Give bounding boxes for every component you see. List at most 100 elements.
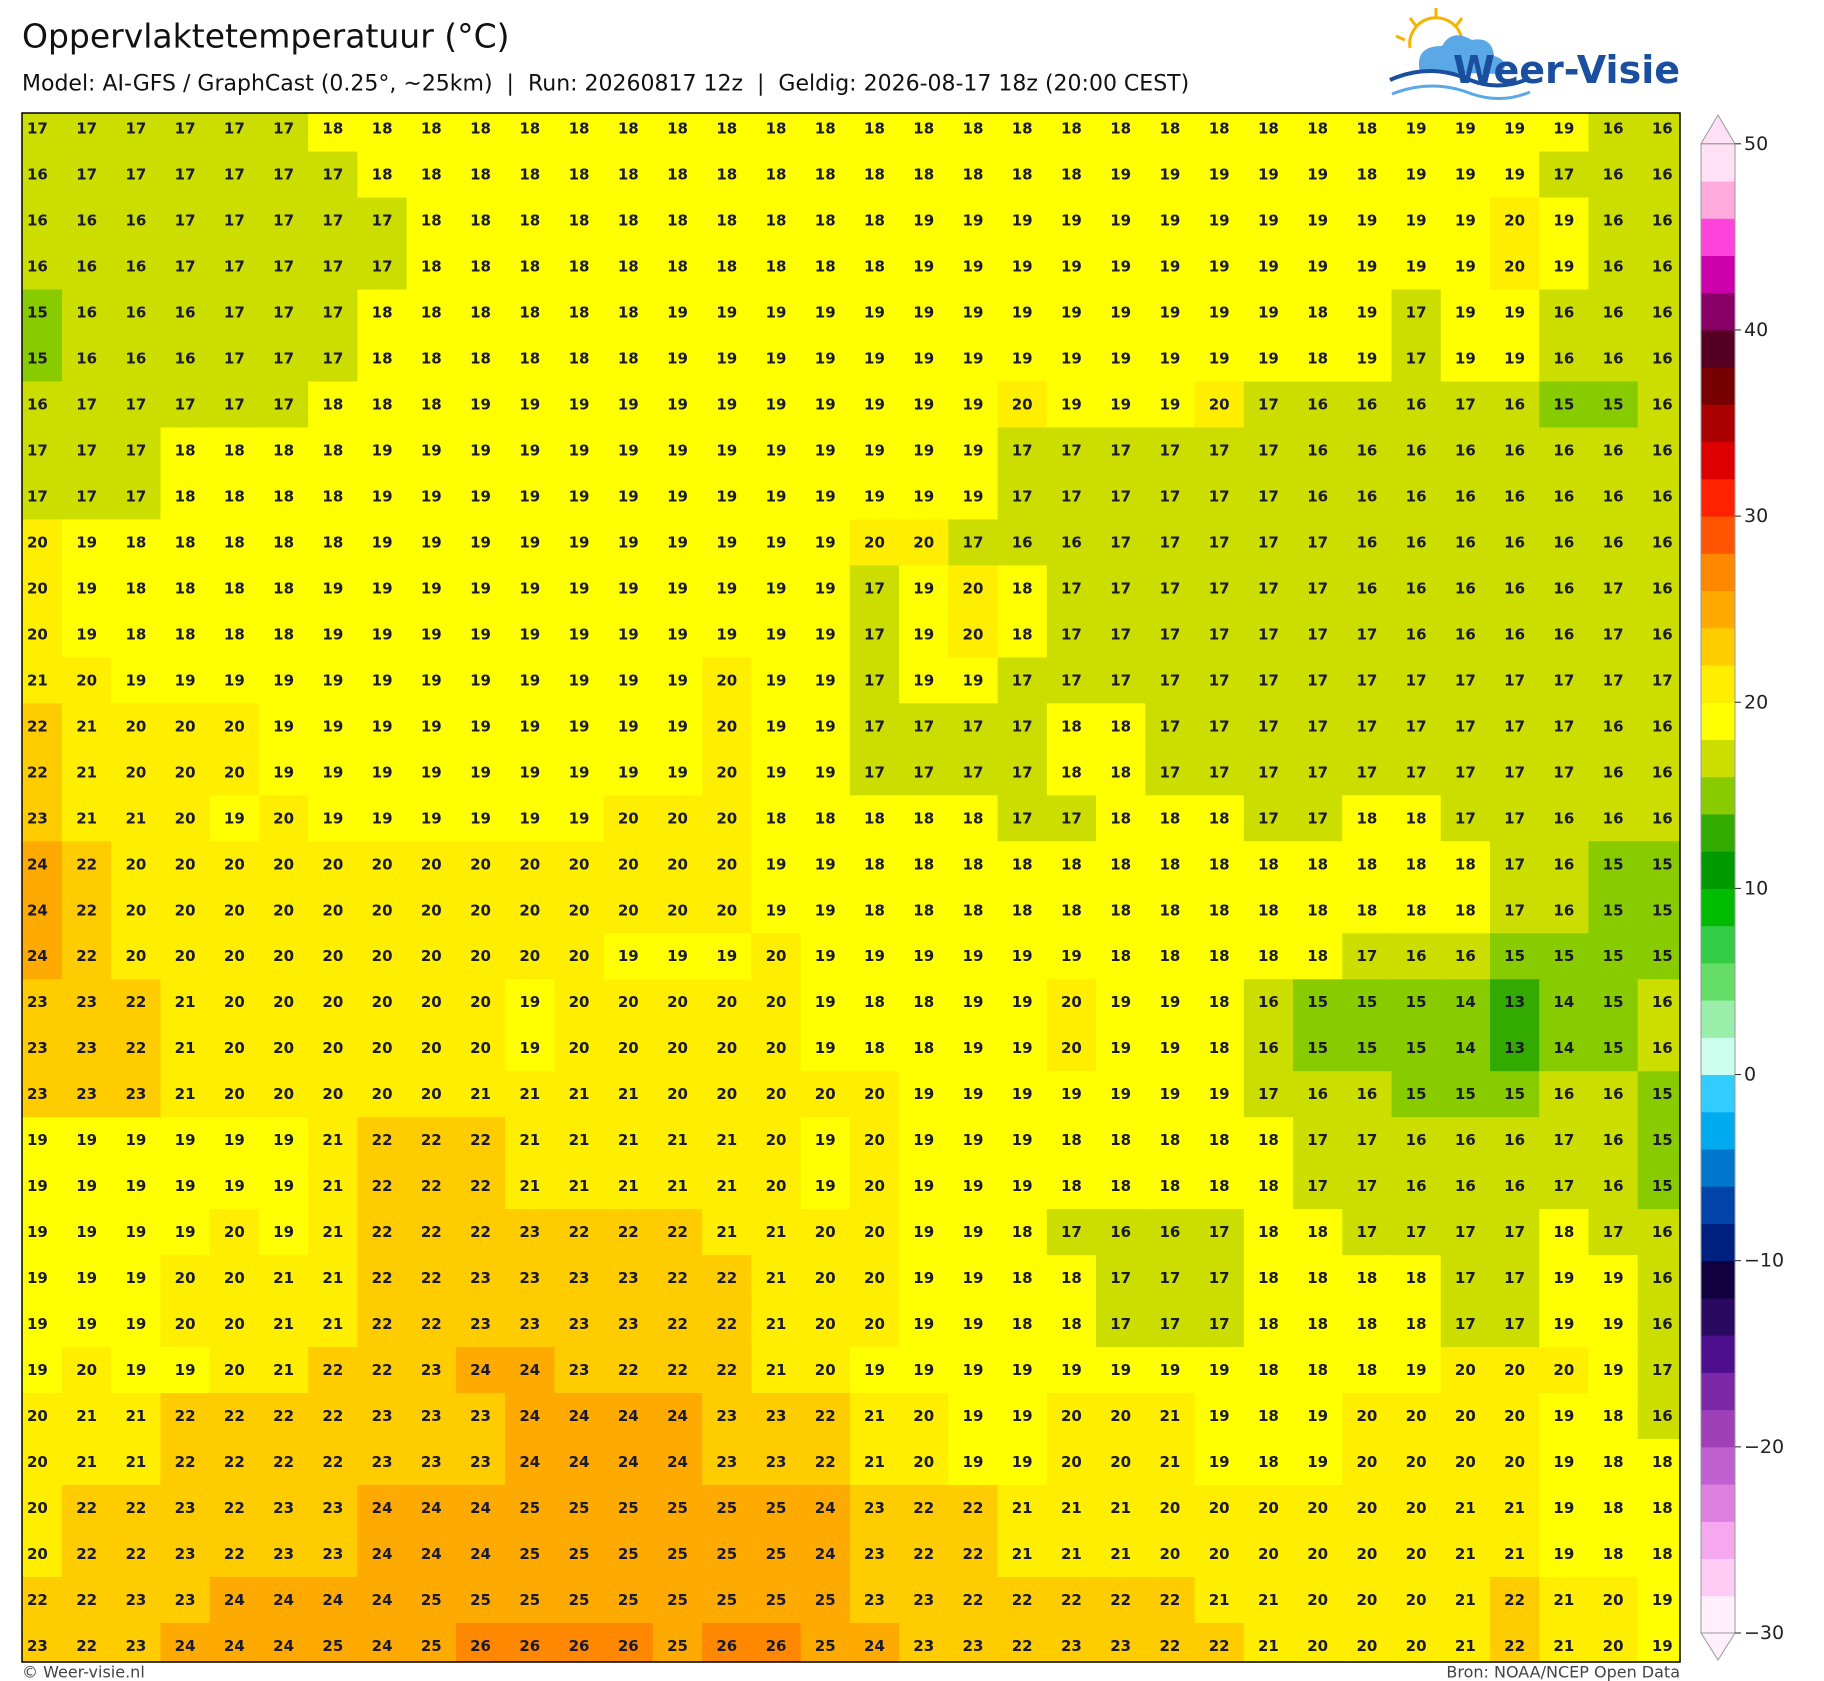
temperature-cell: [209, 289, 260, 337]
temperature-label: 19: [815, 533, 836, 551]
temperature-label: 22: [76, 1499, 97, 1517]
temperature-label: 19: [618, 947, 639, 965]
temperature-cell: [406, 657, 457, 704]
temperature-cell: [751, 289, 802, 337]
map-title: Oppervlaktetemperatuur (°C): [22, 17, 510, 56]
temperature-label: 19: [1455, 120, 1476, 138]
temperature-label: 19: [1553, 258, 1574, 276]
temperature-label: 19: [913, 579, 934, 597]
temperature-cell: [800, 657, 851, 704]
temperature-label: 19: [815, 1131, 836, 1149]
temperature-label: 23: [175, 1545, 196, 1563]
colorbar-extend-top: [1700, 114, 1736, 145]
temperature-cell: [22, 749, 63, 796]
temperature-label: 25: [716, 1499, 737, 1517]
source: Bron: NOAA/NCEP Open Data: [1446, 1663, 1680, 1681]
temperature-label: 16: [1406, 487, 1427, 505]
temperature-label: 15: [1406, 1039, 1427, 1057]
temperature-cell: [1637, 381, 1680, 429]
temperature-label: 15: [1603, 901, 1624, 919]
temperature-cell: [997, 289, 1048, 337]
temperature-cell: [997, 657, 1048, 704]
temperature-label: 19: [125, 1361, 146, 1379]
temperature-label: 23: [27, 809, 48, 827]
temperature-cell: [603, 335, 654, 383]
temperature-label: 20: [963, 625, 984, 643]
temperature-label: 15: [1356, 993, 1377, 1011]
temperature-label: 16: [1603, 717, 1624, 735]
temperature-cell: [751, 113, 802, 153]
temperature-cell: [1096, 151, 1146, 199]
temperature-cell: [111, 381, 162, 429]
temperature-label: 22: [716, 1361, 737, 1379]
temperature-label: 19: [667, 487, 688, 505]
temperature-label: 19: [963, 993, 984, 1011]
temperature-cell: [1489, 795, 1540, 842]
temperature-label: 19: [470, 763, 491, 781]
temperature-label: 18: [963, 120, 984, 138]
temperature-label: 16: [125, 350, 146, 368]
temperature-cell: [258, 289, 309, 337]
temperature-label: 15: [1504, 1085, 1525, 1103]
temperature-label: 16: [1455, 487, 1476, 505]
temperature-label: 25: [519, 1499, 540, 1517]
temperature-label: 19: [569, 533, 590, 551]
temperature-cell: [751, 335, 802, 383]
temperature-label: 17: [1159, 487, 1180, 505]
temperature-cell: [899, 795, 949, 842]
temperature-label: 22: [470, 1177, 491, 1195]
temperature-cell: [1194, 427, 1245, 475]
temperature-label: 16: [1356, 1085, 1377, 1103]
temperature-label: 17: [1061, 671, 1082, 689]
colorbar-tick-label: 10: [1744, 877, 1768, 899]
temperature-label: 20: [76, 671, 97, 689]
temperature-cell: [406, 335, 457, 383]
temperature-label: 18: [1356, 1315, 1377, 1333]
temperature-label: 19: [963, 487, 984, 505]
temperature-label: 24: [815, 1499, 836, 1517]
temperature-label: 20: [1455, 1453, 1476, 1471]
temperature-cell: [1194, 381, 1245, 429]
temperature-cell: [1440, 381, 1491, 429]
temperature-label: 18: [1061, 763, 1082, 781]
temperature-label: 16: [27, 212, 48, 230]
temperature-label: 18: [1258, 1131, 1279, 1149]
temperature-label: 18: [322, 395, 343, 413]
temperature-label: 19: [1504, 120, 1525, 138]
temperature-label: 19: [372, 487, 393, 505]
temperature-cell: [1293, 427, 1343, 475]
temperature-cell: [406, 749, 457, 796]
temperature-label: 19: [963, 1223, 984, 1241]
temperature-cell: [111, 657, 162, 704]
temperature-label: 16: [1553, 533, 1574, 551]
temperature-cell: [849, 113, 900, 153]
temperature-label: 19: [1209, 1361, 1230, 1379]
temperature-label: 16: [1603, 487, 1624, 505]
temperature-cell: [308, 519, 359, 567]
temperature-label: 20: [175, 717, 196, 735]
temperature-cell: [62, 749, 112, 796]
temperature-label: 19: [963, 1131, 984, 1149]
temperature-label: 19: [1012, 947, 1033, 965]
temperature-cell: [160, 611, 211, 658]
temperature-label: 20: [569, 855, 590, 873]
temperature-label: 19: [125, 1315, 146, 1333]
temperature-label: 16: [1652, 166, 1673, 184]
temperature-cell: [1293, 519, 1343, 567]
temperature-label: 15: [1652, 1131, 1673, 1149]
temperature-cell: [1293, 113, 1343, 153]
temperature-cell: [22, 289, 63, 337]
colorbar-extend-bottom: [1700, 1632, 1736, 1661]
temperature-cell: [1440, 427, 1491, 475]
temperature-cell: [800, 381, 851, 429]
temperature-label: 16: [1406, 1131, 1427, 1149]
temperature-label: 19: [815, 947, 836, 965]
temperature-label: 25: [766, 1499, 787, 1517]
temperature-label: 16: [125, 212, 146, 230]
temperature-label: 21: [1159, 1453, 1180, 1471]
map-field: 17 17 17 17 17 17 18 18 18 18 18 18 18 18 18 18 18 18 18 18…: [22, 113, 1680, 1662]
temperature-label: 24: [470, 1545, 491, 1563]
temperature-cell: [1391, 611, 1442, 658]
temperature-cell: [455, 335, 506, 383]
temperature-label: 23: [273, 1499, 294, 1517]
